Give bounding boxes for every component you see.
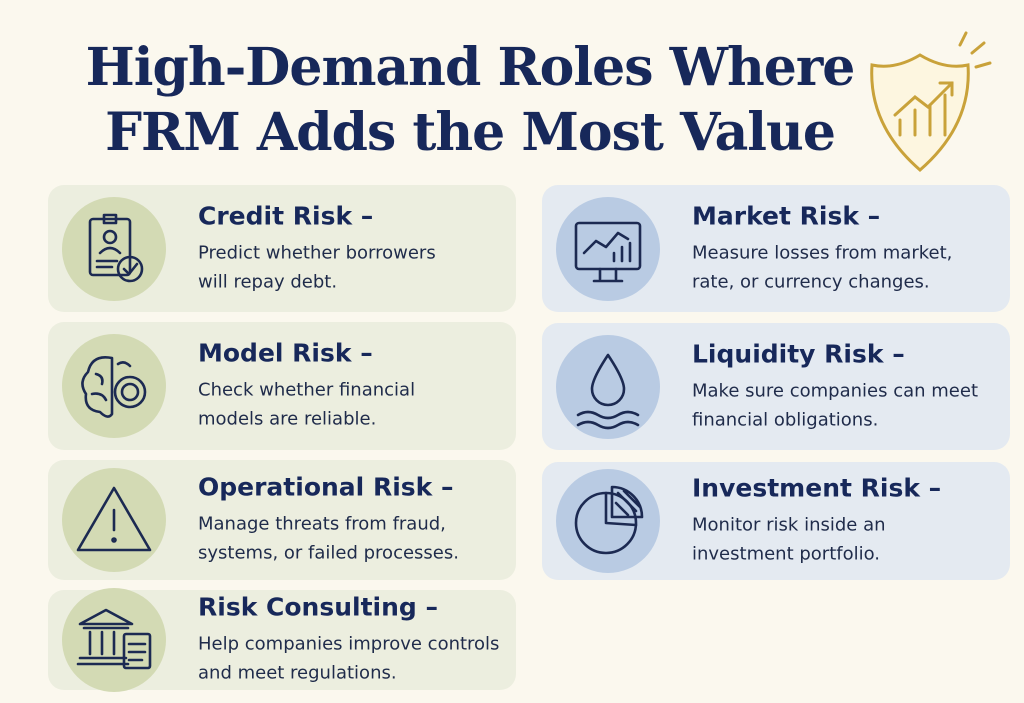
role-description: rate, or currency changes. — [692, 271, 930, 292]
icon — [556, 196, 660, 301]
role-card: Model Risk – Check whether financial model… — [48, 322, 516, 450]
role-title: Risk Consulting – — [198, 592, 439, 622]
role-description: Measure losses from market, — [692, 242, 953, 263]
role-description: models are reliable. — [198, 408, 377, 430]
icon — [556, 469, 660, 573]
role-card: Operational Risk – Manage threats from fr… — [48, 460, 516, 580]
icon — [62, 196, 166, 301]
role-description: Help companies improve controls — [198, 633, 500, 655]
role-title: Investment Risk – — [692, 473, 942, 503]
role-description: systems, or failed processes. — [198, 542, 459, 564]
role-description: financial obligations. — [692, 409, 879, 430]
role-description: and meet regulations. — [198, 662, 397, 684]
role-card: Investment Risk – Monitor risk inside an i… — [542, 462, 1010, 580]
icon — [556, 334, 660, 439]
role-title: Liquidity Risk – — [692, 339, 905, 368]
role-description: investment portfolio. — [692, 543, 881, 565]
title-line: FRM Adds the Most Value — [105, 102, 836, 163]
title-line: High-Demand Roles Where — [85, 37, 856, 98]
role-card: Liquidity Risk – Make sure companies can … — [542, 323, 1010, 450]
role-description: Manage threats from fraud, — [198, 513, 446, 535]
role-description: will repay debt. — [198, 271, 338, 292]
icon — [62, 588, 166, 692]
role-title: Operational Risk – — [198, 472, 454, 502]
role-card: Risk Consulting – Help companies improve … — [48, 588, 516, 692]
role-title: Model Risk – — [198, 338, 373, 368]
icon — [62, 468, 166, 572]
role-description: Monitor risk inside an — [692, 514, 886, 536]
role-card: Credit Risk – Predict whether borrowers wi… — [48, 185, 516, 312]
role-card: Market Risk – Measure losses from market,… — [542, 185, 1010, 312]
role-description: Check whether financial — [198, 379, 416, 401]
role-description: Predict whether borrowers — [198, 242, 436, 263]
role-description: Make sure companies can meet — [692, 380, 979, 401]
role-title: Credit Risk – — [198, 201, 374, 230]
role-title: Market Risk – — [692, 201, 881, 230]
icon — [62, 334, 166, 438]
shield-icon — [870, 31, 992, 172]
